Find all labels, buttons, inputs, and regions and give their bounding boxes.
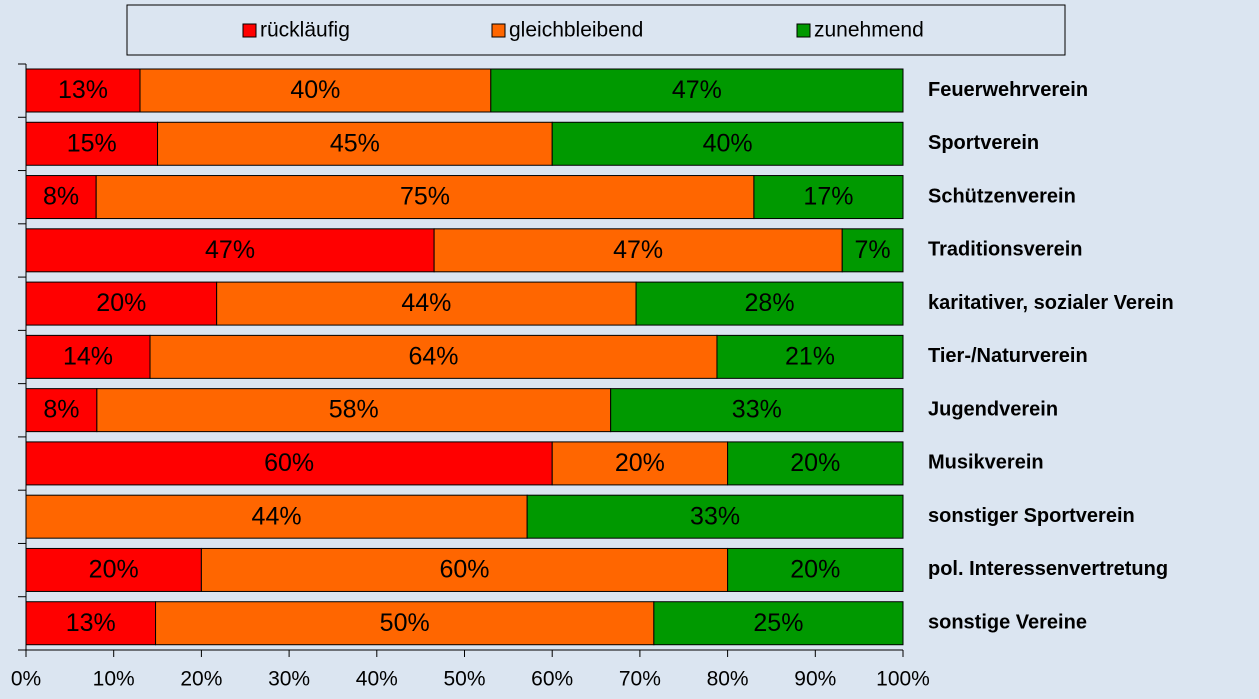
category-label: sonstiger Sportverein <box>928 505 1135 527</box>
value-label: 28% <box>745 289 795 317</box>
x-tick-label: 80% <box>707 668 749 691</box>
x-tick-label: 0% <box>11 668 41 691</box>
category-label: Traditionsverein <box>928 239 1083 261</box>
bar-segment <box>139 68 492 113</box>
legend-swatch <box>796 23 811 38</box>
bar-segment <box>200 547 729 592</box>
value-label: 58% <box>329 396 379 424</box>
x-tick-label: 70% <box>619 668 661 691</box>
bar-segment <box>716 334 904 379</box>
legend-swatch <box>242 23 257 38</box>
x-tick-label: 40% <box>356 668 398 691</box>
legend-label: gleichbleibend <box>509 19 643 42</box>
bar-segment <box>433 228 843 273</box>
value-label: 75% <box>400 183 450 211</box>
bar-segment <box>727 547 904 592</box>
value-label: 40% <box>703 129 753 157</box>
bar-segment <box>841 228 904 273</box>
bar-segment <box>25 175 97 220</box>
category-label: Feuerwehrverein <box>928 79 1088 101</box>
x-tick-label: 20% <box>180 668 222 691</box>
value-label: 15% <box>67 129 117 157</box>
legend-box <box>126 4 1066 56</box>
value-label: 14% <box>63 342 113 370</box>
x-tick-label: 60% <box>531 668 573 691</box>
value-label: 13% <box>66 609 116 637</box>
x-tick-label: 30% <box>268 668 310 691</box>
value-label: 44% <box>401 289 451 317</box>
value-label: 20% <box>96 289 146 317</box>
bar-segment <box>753 175 904 220</box>
value-label: 40% <box>290 76 340 104</box>
value-label: 47% <box>672 76 722 104</box>
value-label: 60% <box>439 556 489 584</box>
value-label: 13% <box>58 76 108 104</box>
value-label: 25% <box>753 609 803 637</box>
bar-segment <box>25 441 553 486</box>
bar-segment <box>490 68 904 113</box>
legend-label: rückläufig <box>260 19 350 42</box>
category-label: Sportverein <box>928 132 1039 154</box>
bar-segment <box>526 494 904 539</box>
value-label: 20% <box>89 556 139 584</box>
legend-label: zunehmend <box>814 19 924 42</box>
value-label: 20% <box>615 449 665 477</box>
value-label: 21% <box>785 342 835 370</box>
legend-swatch <box>491 23 506 38</box>
value-label: 45% <box>330 129 380 157</box>
value-label: 47% <box>613 236 663 264</box>
value-label: 33% <box>690 502 740 530</box>
bar-segment <box>149 334 718 379</box>
category-label: Jugendverein <box>928 398 1058 420</box>
category-label: sonstige Vereine <box>928 612 1087 634</box>
x-tick-label: 90% <box>794 668 836 691</box>
value-label: 20% <box>790 449 840 477</box>
bar-segment <box>25 547 202 592</box>
bar-segment <box>95 175 755 220</box>
value-label: 33% <box>732 396 782 424</box>
category-label: Schützenverein <box>928 185 1076 207</box>
x-tick-label: 100% <box>876 668 930 691</box>
value-label: 20% <box>790 556 840 584</box>
x-tick-label: 10% <box>93 668 135 691</box>
value-label: 64% <box>408 342 458 370</box>
bar-segment <box>25 494 528 539</box>
value-label: 60% <box>264 449 314 477</box>
category-label: pol. Interessenvertretung <box>928 558 1168 580</box>
bar-segment <box>551 121 904 166</box>
bar-segment <box>155 601 655 646</box>
value-label: 47% <box>205 236 255 264</box>
value-label: 8% <box>43 396 79 424</box>
bar-segment <box>25 334 151 379</box>
category-label: Tier-/Naturverein <box>928 345 1088 367</box>
category-label: Musikverein <box>928 452 1044 474</box>
category-label: karitativer, sozialer Verein <box>928 292 1174 314</box>
value-label: 7% <box>855 236 891 264</box>
bar-segment <box>551 441 729 486</box>
bar-segment <box>610 388 904 433</box>
bar-segment <box>727 441 904 486</box>
x-tick-label: 50% <box>443 668 485 691</box>
value-label: 50% <box>380 609 430 637</box>
value-label: 8% <box>43 183 79 211</box>
value-label: 17% <box>803 183 853 211</box>
bar-segment <box>653 601 904 646</box>
bar-segment <box>96 388 612 433</box>
value-label: 44% <box>252 502 302 530</box>
bar-segment <box>157 121 553 166</box>
bar-segment <box>25 281 218 326</box>
bar-segment <box>25 68 141 113</box>
bar-segment <box>25 228 435 273</box>
bar-segment <box>216 281 637 326</box>
bar-segment <box>635 281 904 326</box>
